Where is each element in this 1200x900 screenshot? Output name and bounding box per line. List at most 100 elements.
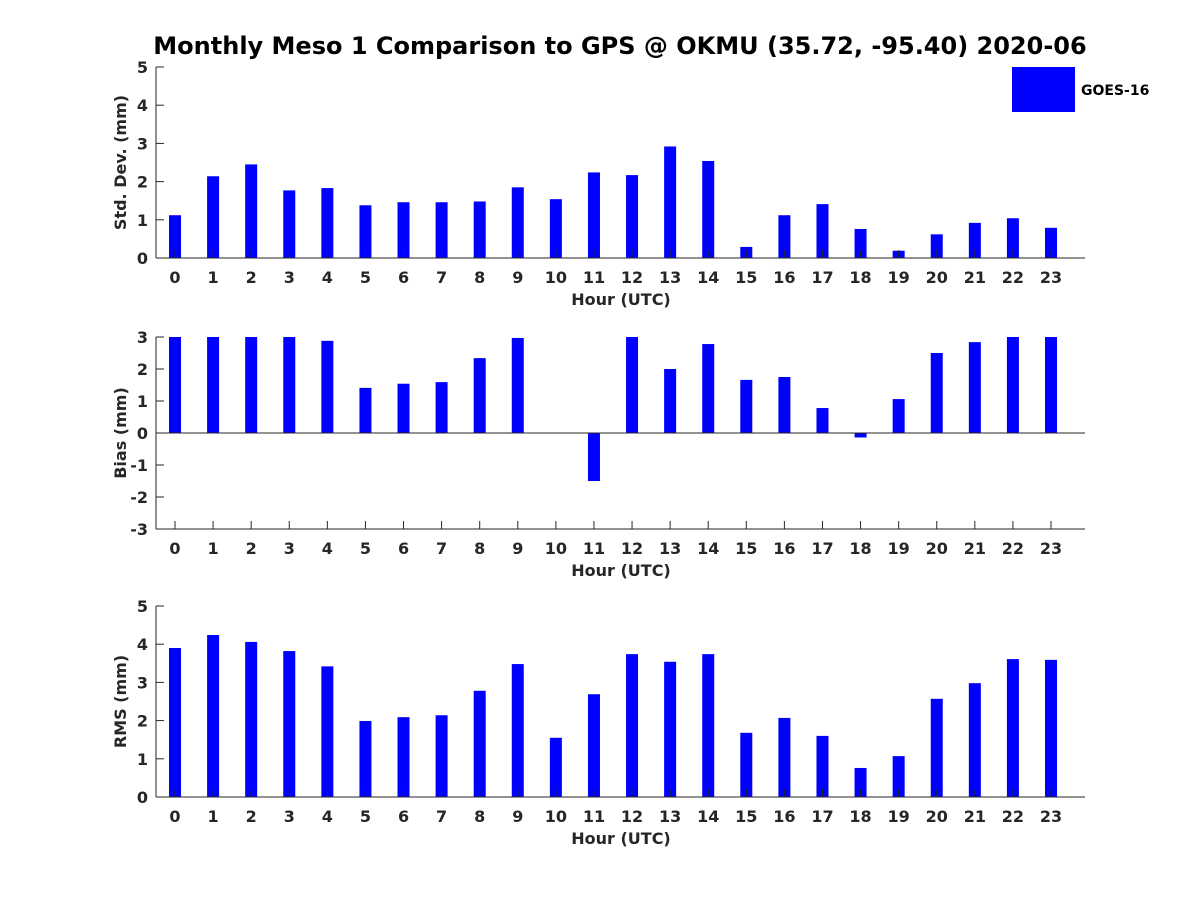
- bar: [968, 683, 981, 797]
- x-tick-label: 12: [621, 268, 643, 287]
- bar: [245, 164, 258, 258]
- y-tick-label: 1: [137, 392, 148, 411]
- x-tick-label: 9: [512, 268, 523, 287]
- x-tick-label: 23: [1040, 539, 1062, 558]
- x-tick-label: 10: [545, 268, 567, 287]
- bar: [664, 369, 677, 433]
- x-tick-label: 11: [583, 268, 605, 287]
- bar: [397, 717, 410, 797]
- y-tick-label: 1: [137, 750, 148, 769]
- x-tick-label: 4: [322, 268, 333, 287]
- bar: [892, 399, 905, 433]
- x-tick-label: 21: [964, 268, 986, 287]
- bar: [892, 756, 905, 797]
- x-tick-label: 9: [512, 539, 523, 558]
- bar: [473, 358, 486, 433]
- x-tick-label: 2: [246, 268, 257, 287]
- x-tick-label: 20: [926, 807, 948, 826]
- bar: [511, 664, 524, 797]
- bar: [587, 433, 600, 481]
- x-axis-label: Hour (UTC): [571, 290, 671, 309]
- bar: [207, 337, 220, 433]
- bar: [473, 201, 486, 258]
- bar: [740, 732, 753, 797]
- bar: [321, 188, 334, 258]
- x-tick-label: 5: [360, 268, 371, 287]
- y-tick-label: -1: [130, 456, 148, 475]
- x-tick-label: 22: [1002, 268, 1024, 287]
- bar: [283, 651, 296, 797]
- bar: [169, 337, 181, 433]
- x-tick-label: 18: [849, 539, 871, 558]
- bar: [435, 715, 448, 797]
- y-tick-label: 2: [137, 360, 148, 379]
- y-tick-label: 4: [137, 635, 148, 654]
- bar: [435, 202, 448, 258]
- bar: [1006, 337, 1019, 433]
- x-tick-label: 1: [208, 807, 219, 826]
- bar: [854, 228, 867, 258]
- y-tick-label: 5: [137, 58, 148, 77]
- x-tick-label: 6: [398, 539, 409, 558]
- x-tick-label: 2: [246, 539, 257, 558]
- x-tick-label: 16: [773, 807, 795, 826]
- y-axis-label: Std. Dev. (mm): [111, 95, 130, 230]
- x-tick-label: 0: [169, 539, 180, 558]
- bar: [778, 717, 791, 797]
- x-tick-label: 14: [697, 807, 719, 826]
- x-tick-label: 21: [964, 807, 986, 826]
- y-tick-label: -3: [130, 520, 148, 539]
- x-tick-label: 14: [697, 268, 719, 287]
- x-tick-label: 8: [474, 268, 485, 287]
- bar: [207, 635, 220, 797]
- x-tick-label: 18: [849, 268, 871, 287]
- y-tick-label: 0: [137, 249, 148, 268]
- legend-label: GOES-16: [1081, 83, 1149, 99]
- bar: [626, 654, 639, 797]
- bar: [587, 172, 600, 258]
- bar: [511, 337, 524, 433]
- x-tick-label: 19: [888, 268, 910, 287]
- x-tick-label: 3: [284, 807, 295, 826]
- x-tick-label: 19: [888, 807, 910, 826]
- x-tick-label: 15: [735, 807, 757, 826]
- bar: [626, 337, 639, 433]
- bar: [169, 648, 181, 797]
- bar: [283, 337, 296, 433]
- bar: [816, 735, 829, 797]
- y-tick-label: 0: [137, 424, 148, 443]
- x-tick-label: 6: [398, 268, 409, 287]
- x-tick-label: 16: [773, 268, 795, 287]
- x-tick-label: 2: [246, 807, 257, 826]
- x-tick-label: 16: [773, 539, 795, 558]
- x-tick-label: 13: [659, 268, 681, 287]
- x-tick-label: 14: [697, 539, 719, 558]
- x-tick-label: 22: [1002, 539, 1024, 558]
- bar: [359, 205, 372, 258]
- x-tick-label: 13: [659, 539, 681, 558]
- bar: [511, 187, 524, 258]
- bar: [245, 641, 258, 797]
- x-tick-label: 19: [888, 539, 910, 558]
- y-tick-label: 2: [137, 712, 148, 731]
- x-tick-label: 1: [208, 539, 219, 558]
- bar: [321, 666, 334, 797]
- x-tick-label: 21: [964, 539, 986, 558]
- x-tick-label: 4: [322, 807, 333, 826]
- x-tick-label: 18: [849, 807, 871, 826]
- bar: [968, 342, 981, 433]
- y-axis-label: RMS (mm): [111, 655, 130, 748]
- bar: [664, 146, 677, 258]
- y-tick-label: 3: [137, 328, 148, 347]
- x-tick-label: 7: [436, 268, 447, 287]
- bar: [1006, 218, 1019, 258]
- bar: [1045, 227, 1057, 258]
- bar: [587, 694, 600, 797]
- y-axis-label: Bias (mm): [111, 387, 130, 479]
- x-tick-label: 23: [1040, 268, 1062, 287]
- x-tick-label: 8: [474, 539, 485, 558]
- x-axis-label: Hour (UTC): [571, 561, 671, 580]
- bar: [549, 737, 562, 797]
- x-tick-label: 10: [545, 539, 567, 558]
